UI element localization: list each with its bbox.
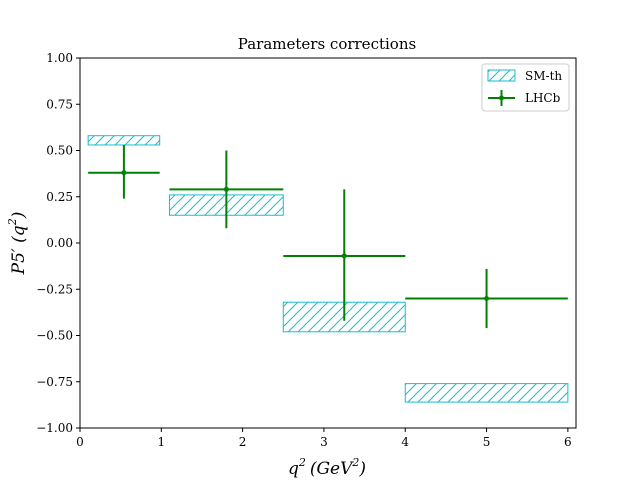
y-tick-label: −0.50 — [36, 329, 73, 343]
lhcb-marker — [484, 296, 490, 301]
x-axis-label-unit-sup: 2 — [351, 456, 359, 469]
x-tick-label: 4 — [401, 435, 409, 449]
y-tick-label: −0.75 — [36, 375, 73, 389]
y-tick-label: 1.00 — [46, 51, 73, 65]
plot-area — [79, 57, 577, 429]
lhcb-point — [405, 268, 568, 329]
lhcb-point — [88, 144, 160, 199]
y-tick-label: 0.00 — [46, 236, 73, 250]
x-axis-label-unit-close: ) — [358, 459, 366, 479]
y-axis-label-base: P5′ (q — [9, 225, 29, 275]
y-tick-label: 0.25 — [46, 190, 73, 204]
sm-th-band — [87, 135, 161, 146]
y-tick-label: −1.00 — [36, 421, 73, 435]
x-tick-label: 0 — [76, 435, 84, 449]
y-tick-label: 0.50 — [46, 144, 73, 158]
x-tick-label: 1 — [157, 435, 165, 449]
legend-lhcb-marker — [499, 95, 504, 101]
sm-th-band — [404, 383, 569, 403]
x-axis-label-sup: 2 — [298, 456, 306, 469]
y-axis-label-sup: 2 — [6, 218, 19, 226]
y-tick-label: 0.75 — [46, 97, 73, 111]
plot-frame — [79, 57, 577, 429]
y-axis-label-close: ) — [9, 212, 29, 220]
lhcb-marker — [121, 170, 127, 176]
sm-th-series — [87, 135, 569, 403]
x-axis-label-base: q — [288, 459, 299, 479]
y-axis-label: P5′ (q2) — [6, 212, 29, 276]
x-tick-label: 5 — [483, 435, 491, 449]
x-axis-label: q2 (GeV2) — [288, 456, 366, 479]
x-tick-label: 2 — [239, 435, 247, 449]
legend: SM-th LHCb — [481, 63, 570, 112]
x-tick-label: 3 — [320, 435, 328, 449]
chart-title: Parameters corrections — [238, 35, 416, 53]
x-axis: 0 1 2 3 4 5 6 — [76, 428, 572, 449]
lhcb-point — [283, 189, 406, 321]
lhcb-marker — [223, 186, 229, 192]
legend-sm-th-label: SM-th — [525, 69, 562, 83]
legend-sm-th-swatch — [487, 69, 516, 82]
x-tick-label: 6 — [564, 435, 572, 449]
lhcb-marker — [341, 253, 347, 259]
legend-lhcb-label: LHCb — [525, 91, 561, 105]
lhcb-series — [88, 144, 568, 329]
x-axis-label-unit-open: (GeV — [310, 459, 354, 479]
lhcb-point — [169, 150, 284, 229]
y-axis: −1.00 −0.75 −0.50 −0.25 0.00 0.25 0.50 0.75 1.00 — [36, 51, 80, 435]
y-tick-label: −0.25 — [36, 282, 73, 296]
